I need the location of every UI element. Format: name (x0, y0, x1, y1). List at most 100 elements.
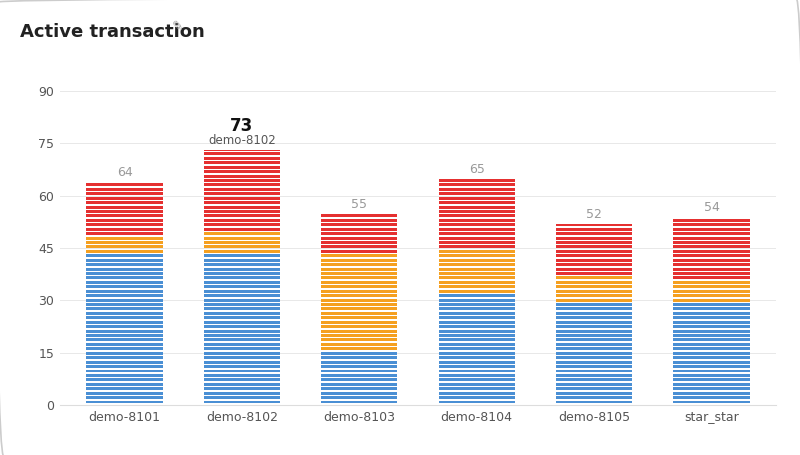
Bar (204, 150, 280, 151)
Bar (674, 387, 750, 390)
Bar (204, 201, 280, 204)
Bar (674, 294, 750, 297)
Bar (556, 268, 632, 271)
Bar (86, 321, 162, 324)
Text: demo-8102: demo-8102 (208, 134, 276, 147)
Bar (674, 290, 750, 293)
Bar (556, 245, 632, 248)
Bar (556, 383, 632, 386)
Text: 54: 54 (703, 201, 719, 214)
Bar (438, 263, 515, 266)
Bar (438, 361, 515, 364)
Bar (438, 228, 515, 231)
Bar (321, 361, 398, 364)
Bar (556, 223, 632, 226)
Bar (321, 272, 398, 275)
Bar (556, 237, 632, 240)
Bar (86, 347, 162, 350)
Bar (438, 379, 515, 381)
Bar (438, 188, 515, 191)
Bar (86, 356, 162, 359)
Bar (86, 298, 162, 302)
Bar (674, 228, 750, 231)
Bar (438, 214, 515, 217)
Bar (674, 277, 750, 279)
Bar (86, 210, 162, 213)
Bar (86, 285, 162, 288)
Bar (86, 329, 162, 333)
Bar (86, 308, 162, 310)
Text: ✎: ✎ (172, 20, 184, 35)
Bar (321, 303, 398, 306)
Bar (321, 219, 398, 222)
Bar (204, 219, 280, 222)
Bar (674, 321, 750, 324)
Bar (556, 290, 632, 293)
Bar (321, 259, 398, 262)
Bar (321, 325, 398, 328)
Bar (674, 339, 750, 341)
Bar (86, 303, 162, 306)
Bar (321, 400, 398, 404)
Bar (438, 312, 515, 315)
Bar (204, 170, 280, 173)
Text: 73: 73 (230, 116, 254, 135)
Bar (86, 268, 162, 271)
Bar (204, 152, 280, 156)
Bar (674, 232, 750, 235)
Bar (204, 334, 280, 337)
Bar (438, 290, 515, 293)
Bar (86, 383, 162, 386)
Bar (86, 361, 162, 364)
Bar (556, 312, 632, 315)
Bar (438, 383, 515, 386)
Bar (86, 365, 162, 368)
Bar (556, 343, 632, 346)
Bar (204, 232, 280, 235)
Bar (556, 232, 632, 235)
Bar (321, 281, 398, 284)
Bar (86, 259, 162, 262)
Bar (438, 237, 515, 240)
Bar (556, 369, 632, 373)
Bar (204, 352, 280, 355)
Bar (438, 400, 515, 404)
Bar (321, 245, 398, 248)
Bar (674, 237, 750, 240)
Bar (556, 272, 632, 275)
Bar (438, 387, 515, 390)
Bar (86, 219, 162, 222)
Bar (321, 214, 398, 217)
Bar (674, 254, 750, 257)
Bar (321, 241, 398, 244)
Bar (438, 298, 515, 302)
Text: 55: 55 (351, 197, 367, 211)
Bar (674, 396, 750, 399)
Bar (321, 237, 398, 240)
Bar (86, 197, 162, 200)
Bar (204, 250, 280, 253)
Bar (86, 192, 162, 195)
Bar (438, 316, 515, 319)
Bar (674, 303, 750, 306)
Bar (556, 374, 632, 377)
Bar (321, 250, 398, 253)
Bar (674, 369, 750, 373)
Bar (86, 183, 162, 187)
Bar (556, 308, 632, 310)
Bar (321, 356, 398, 359)
Bar (204, 277, 280, 279)
Bar (556, 277, 632, 279)
Bar (674, 259, 750, 262)
Bar (438, 201, 515, 204)
Bar (204, 379, 280, 381)
Bar (438, 268, 515, 271)
Bar (204, 268, 280, 271)
Bar (674, 298, 750, 302)
Bar (204, 387, 280, 390)
Bar (556, 361, 632, 364)
Bar (321, 339, 398, 341)
Bar (674, 281, 750, 284)
Bar (674, 379, 750, 381)
Bar (86, 277, 162, 279)
